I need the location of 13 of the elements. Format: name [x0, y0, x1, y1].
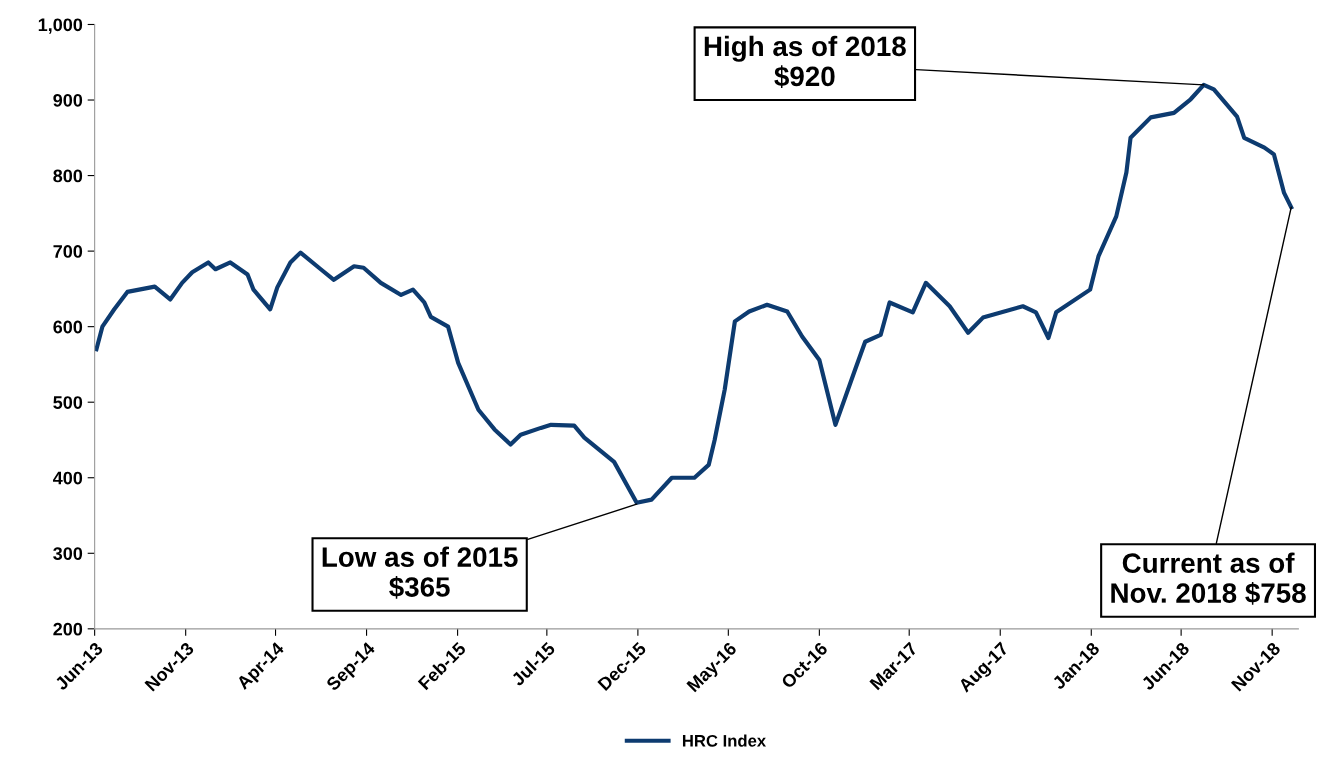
y-tick-label: 300 [53, 547, 83, 561]
y-tick-label: 400 [52, 471, 83, 485]
legend-label: HRC Index [682, 734, 767, 747]
annotation: High as of 2018 $920 [704, 35, 906, 89]
y-tick-label: 200 [53, 622, 83, 636]
annotation: Low as of 2015 $365 [322, 546, 518, 599]
y-tick-label: 700 [53, 245, 83, 258]
y-tick-label: 500 [53, 396, 83, 409]
y-tick-label: 900 [53, 93, 83, 107]
annotation: Current as of Nov. 2018 $758 [1111, 552, 1306, 605]
y-tick-label: 600 [53, 320, 83, 334]
y-tick-label: 800 [53, 169, 83, 183]
y-tick-label: 1,000 [38, 18, 83, 34]
